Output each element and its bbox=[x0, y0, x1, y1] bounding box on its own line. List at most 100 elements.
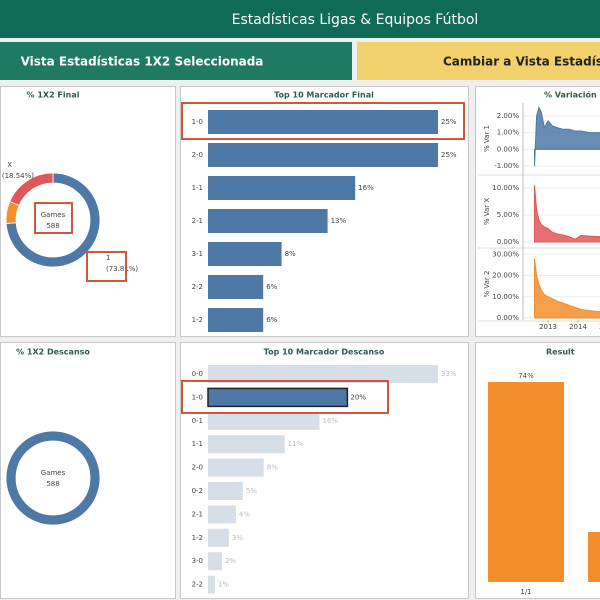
highlight-box bbox=[181, 380, 389, 414]
value-label: 4% bbox=[239, 510, 250, 518]
category-label: 2-0 bbox=[192, 464, 203, 472]
value-label: 1% bbox=[218, 581, 229, 589]
area bbox=[534, 258, 600, 319]
bar bbox=[208, 435, 285, 454]
segment-value-label: (73.81%) bbox=[106, 265, 138, 273]
bar bbox=[208, 209, 328, 233]
highlight-box bbox=[86, 251, 127, 282]
donut-segment bbox=[5, 172, 101, 268]
marks: 1 (73.81%) X (18.54%) Games 588 1-0 25% 2-0 25% 1-… bbox=[2, 103, 600, 596]
center-value: 588 bbox=[46, 222, 59, 230]
bar bbox=[208, 458, 264, 477]
panel-title: Result bbox=[546, 348, 575, 357]
y-tick-label: 0.00% bbox=[497, 314, 520, 322]
bar bbox=[208, 110, 438, 134]
value-label: 3% bbox=[232, 534, 243, 542]
bar bbox=[208, 528, 229, 547]
donut-segment bbox=[5, 430, 101, 526]
category-label: 1-1 bbox=[192, 184, 203, 192]
panel bbox=[0, 86, 176, 337]
panel-title: Top 10 Marcador Descanso bbox=[264, 348, 385, 357]
button-switch[interactable] bbox=[357, 42, 600, 80]
area bbox=[534, 185, 600, 243]
y-tick-label: 10.00% bbox=[492, 293, 519, 301]
bar bbox=[208, 505, 236, 524]
category-label: 1-0 bbox=[192, 118, 203, 126]
category-label: 2-1 bbox=[192, 217, 203, 225]
y-tick-label: 20.00% bbox=[492, 272, 519, 280]
y-axis-label: % Var 2 bbox=[483, 271, 491, 298]
category-label: 2-2 bbox=[192, 283, 203, 291]
highlight-box bbox=[181, 102, 465, 140]
y-tick-label: 0.00% bbox=[497, 145, 520, 153]
bar bbox=[208, 143, 438, 167]
value-label: 2% bbox=[225, 557, 236, 565]
category-label: 1-1 bbox=[192, 440, 203, 448]
y-tick-label: -1.00% bbox=[494, 162, 519, 170]
value-label: 16% bbox=[358, 184, 374, 192]
category-label: 3-0 bbox=[192, 557, 203, 565]
button-label[interactable]: Vista Estadísticas 1X2 Seleccionada bbox=[21, 55, 264, 69]
button-selected[interactable] bbox=[0, 42, 352, 80]
bar bbox=[588, 532, 600, 582]
center-label: Games bbox=[41, 469, 66, 477]
category-label: 2-2 bbox=[192, 581, 203, 589]
category-label: 0-1 bbox=[192, 417, 203, 425]
panel-title: % 1X2 Descanso bbox=[16, 348, 90, 357]
x-tick-label: 2014 bbox=[569, 323, 587, 331]
bar bbox=[208, 242, 282, 266]
bar bbox=[208, 411, 320, 430]
button-label[interactable]: Cambiar a Vista Estadíst bbox=[443, 55, 600, 69]
value-label: 20% bbox=[350, 393, 366, 401]
segment-label: X bbox=[7, 161, 12, 169]
category-label: 1/1 bbox=[520, 588, 531, 596]
bar bbox=[208, 365, 438, 383]
panel-title: % 1X2 Final bbox=[27, 91, 80, 100]
header-bar bbox=[0, 0, 600, 38]
bar bbox=[208, 482, 243, 500]
y-tick-label: 30.00% bbox=[492, 250, 519, 258]
bar bbox=[207, 387, 349, 408]
y-tick-label: 2.00% bbox=[497, 112, 520, 120]
y-axis-label: % Var X bbox=[483, 198, 491, 226]
value-label: 25% bbox=[441, 118, 457, 126]
segment-value-label: (18.54%) bbox=[2, 172, 34, 180]
y-tick-label: 1.00% bbox=[497, 129, 520, 137]
panel bbox=[0, 342, 176, 599]
area bbox=[534, 106, 600, 167]
y-tick-label: 10.00% bbox=[492, 184, 519, 192]
bar bbox=[208, 275, 264, 299]
header-title: Estadísticas Ligas & Equipos Fútbol bbox=[232, 12, 479, 28]
value-label: 6% bbox=[266, 283, 277, 291]
center-value: 588 bbox=[46, 480, 59, 488]
center-label: Games bbox=[41, 211, 66, 219]
category-label: 1-0 bbox=[192, 393, 203, 401]
y-axis-label: % Var 1 bbox=[483, 125, 491, 152]
highlight-box bbox=[34, 202, 73, 234]
y-tick-label: 5.00% bbox=[497, 211, 520, 219]
value-label: 74% bbox=[518, 372, 534, 380]
category-label: 0-0 bbox=[192, 370, 203, 378]
value-label: 8% bbox=[285, 250, 296, 258]
category-label: 2-1 bbox=[192, 510, 203, 518]
panel-title: Top 10 Marcador Final bbox=[274, 91, 374, 100]
category-label: 0-2 bbox=[192, 487, 203, 495]
category-label: 3-1 bbox=[192, 250, 203, 258]
value-label: 5% bbox=[246, 487, 257, 495]
value-label: 8% bbox=[267, 464, 278, 472]
value-label: 25% bbox=[441, 151, 457, 159]
bar bbox=[208, 176, 356, 200]
value-label: 33% bbox=[441, 370, 457, 378]
value-label: 16% bbox=[323, 417, 339, 425]
category-label: 2-0 bbox=[192, 151, 203, 159]
bar bbox=[208, 552, 222, 571]
x-tick-label: 2013 bbox=[539, 323, 557, 331]
y-tick-label: 0.00% bbox=[497, 238, 520, 246]
bar bbox=[208, 308, 264, 332]
bar bbox=[208, 575, 215, 594]
category-label: 1-2 bbox=[192, 316, 203, 324]
value-label: 13% bbox=[331, 217, 347, 225]
donut-segment bbox=[9, 172, 54, 206]
value-label: 11% bbox=[288, 440, 304, 448]
